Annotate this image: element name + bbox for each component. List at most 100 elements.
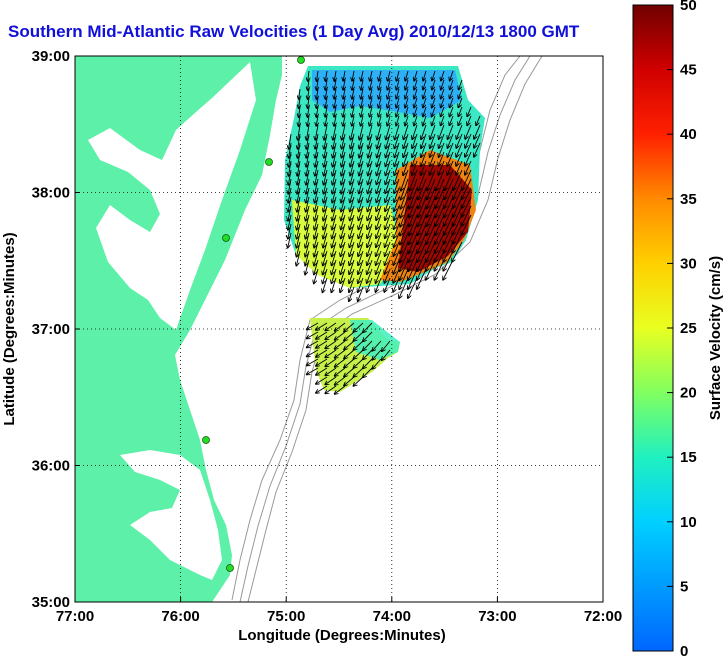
velocity-vector	[335, 349, 346, 358]
velocity-vector	[340, 277, 346, 292]
velocity-vector	[358, 268, 364, 283]
velocity-vector	[354, 349, 364, 359]
velocity-vector	[385, 205, 391, 220]
velocity-vector	[341, 241, 346, 256]
velocity-vector	[323, 259, 328, 274]
velocity-vector	[334, 88, 336, 99]
velocity-vector	[385, 169, 391, 184]
velocity-vector	[385, 187, 391, 202]
velocity-vector	[341, 187, 346, 203]
velocity-vector	[396, 97, 399, 108]
colorbar-label: Surface Velocity (cm/s)	[707, 256, 724, 420]
y-tick-label: 37:00	[32, 321, 70, 338]
velocity-vector	[450, 70, 454, 81]
y-axis: 39:00 38:00 37:00 36:00 35:00	[32, 48, 80, 611]
velocity-vector	[298, 133, 301, 149]
velocity-vector	[439, 133, 445, 148]
velocity-vector	[288, 214, 292, 230]
velocity-vector	[367, 259, 373, 274]
velocity-vector	[447, 160, 454, 175]
velocity-vector	[307, 115, 309, 126]
station-marker[interactable]	[202, 436, 210, 444]
velocity-vector	[397, 70, 400, 81]
colorbar-tick-label: 0	[680, 643, 688, 659]
velocity-vector	[436, 178, 445, 199]
velocity-vector	[358, 286, 364, 301]
velocity-vector	[450, 97, 454, 107]
velocity-vector	[427, 178, 436, 199]
velocity-vector	[372, 349, 382, 360]
velocity-vector	[441, 70, 445, 81]
velocity-vector	[376, 268, 382, 283]
velocity-vector	[409, 223, 418, 244]
velocity-vector	[341, 196, 346, 212]
velocity-vector	[394, 196, 400, 211]
velocity-vector	[308, 70, 309, 81]
velocity-vector	[423, 106, 427, 117]
velocity-vector	[305, 250, 310, 266]
velocity-vector	[372, 340, 382, 351]
velocity-vector	[352, 79, 354, 90]
velocity-vector	[453, 178, 463, 199]
velocity-vector	[363, 331, 373, 341]
velocity-vector	[324, 187, 328, 203]
velocity-vector	[417, 232, 427, 253]
velocity-vector	[297, 232, 301, 248]
velocity-vector	[368, 196, 373, 211]
velocity-vector	[426, 214, 436, 235]
velocity-vector	[368, 160, 373, 175]
velocity-vector	[474, 142, 481, 157]
velocity-vector	[363, 322, 373, 332]
velocity-vector	[435, 232, 445, 253]
velocity-vector	[324, 124, 328, 140]
velocity-vector	[335, 385, 346, 394]
velocity-vector	[354, 376, 364, 386]
y-tick-label: 36:00	[32, 458, 70, 475]
velocity-vector	[314, 241, 319, 257]
velocity-vector	[333, 151, 337, 167]
velocity-vector	[368, 169, 373, 184]
velocity-vector	[367, 223, 373, 238]
velocity-vector	[363, 367, 373, 377]
velocity-vector	[370, 79, 372, 90]
velocity-vector	[350, 223, 355, 238]
velocity-vector	[382, 349, 391, 360]
velocity-vector	[430, 151, 436, 166]
radar-stations	[202, 56, 305, 572]
velocity-vector	[432, 115, 436, 125]
velocity-vector	[441, 115, 445, 125]
velocity-vector	[414, 97, 418, 108]
velocity-vector	[456, 151, 463, 166]
station-marker[interactable]	[222, 234, 230, 242]
velocity-vector	[426, 250, 436, 271]
velocity-vector	[307, 349, 319, 356]
velocity-vector	[344, 349, 355, 358]
velocity-vector	[289, 133, 291, 149]
velocity-vector	[307, 322, 319, 329]
velocity-vector	[401, 169, 409, 191]
velocity-vector	[314, 223, 319, 239]
station-marker[interactable]	[265, 158, 273, 166]
velocity-vector	[400, 214, 409, 236]
y-tick-label: 38:00	[32, 185, 70, 202]
velocity-vector	[344, 340, 355, 349]
velocity-vector	[324, 151, 328, 167]
velocity-vector	[323, 223, 328, 239]
station-marker[interactable]	[297, 56, 305, 64]
velocity-vector	[418, 187, 427, 209]
station-marker[interactable]	[226, 564, 234, 572]
velocity-vector	[385, 214, 391, 229]
velocity-vector	[377, 133, 382, 148]
velocity-vector	[342, 142, 346, 158]
velocity-vector	[314, 250, 319, 266]
velocity-vector	[444, 196, 454, 217]
velocity-vector	[359, 187, 364, 202]
velocity-vector	[297, 223, 301, 239]
velocity-vector	[314, 214, 319, 230]
velocity-vector	[412, 133, 418, 148]
velocity-vector	[417, 223, 427, 244]
velocity-vector	[351, 133, 355, 149]
velocity-vector	[341, 205, 346, 220]
velocity-vector	[400, 187, 409, 209]
